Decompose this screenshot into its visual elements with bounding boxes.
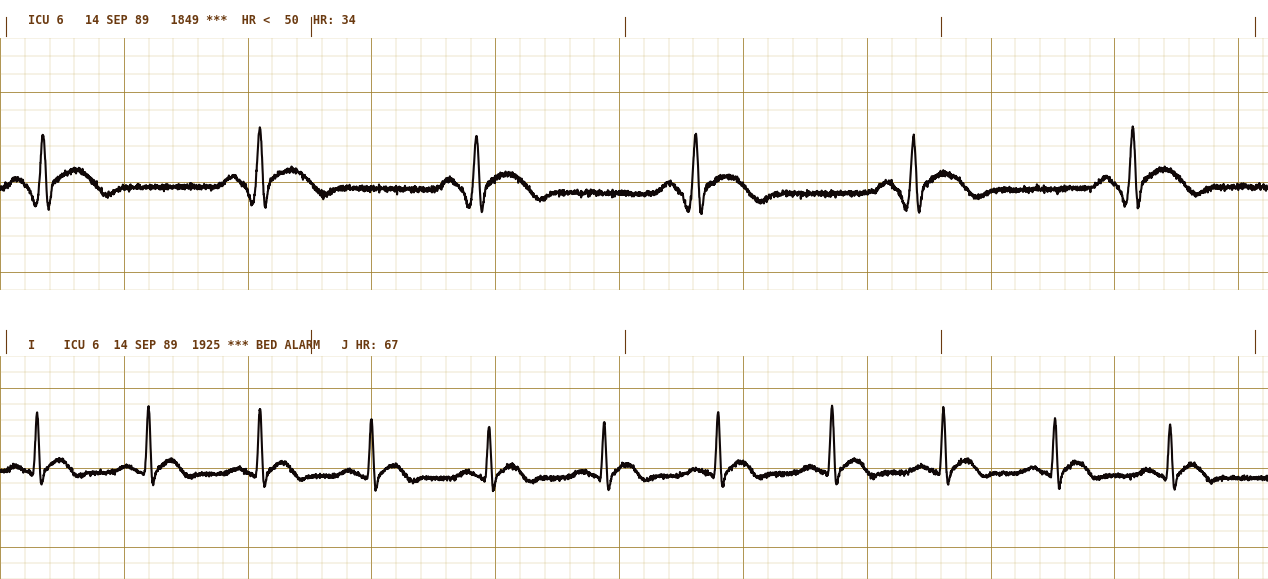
Text: ICU 6   14 SEP 89   1849 ***  HR <  50  HR: 34: ICU 6 14 SEP 89 1849 *** HR < 50 HR: 34 <box>28 14 355 27</box>
Text: I    ICU 6  14 SEP 89  1925 *** BED ALARM   J HR: 67: I ICU 6 14 SEP 89 1925 *** BED ALARM J H… <box>28 339 398 352</box>
